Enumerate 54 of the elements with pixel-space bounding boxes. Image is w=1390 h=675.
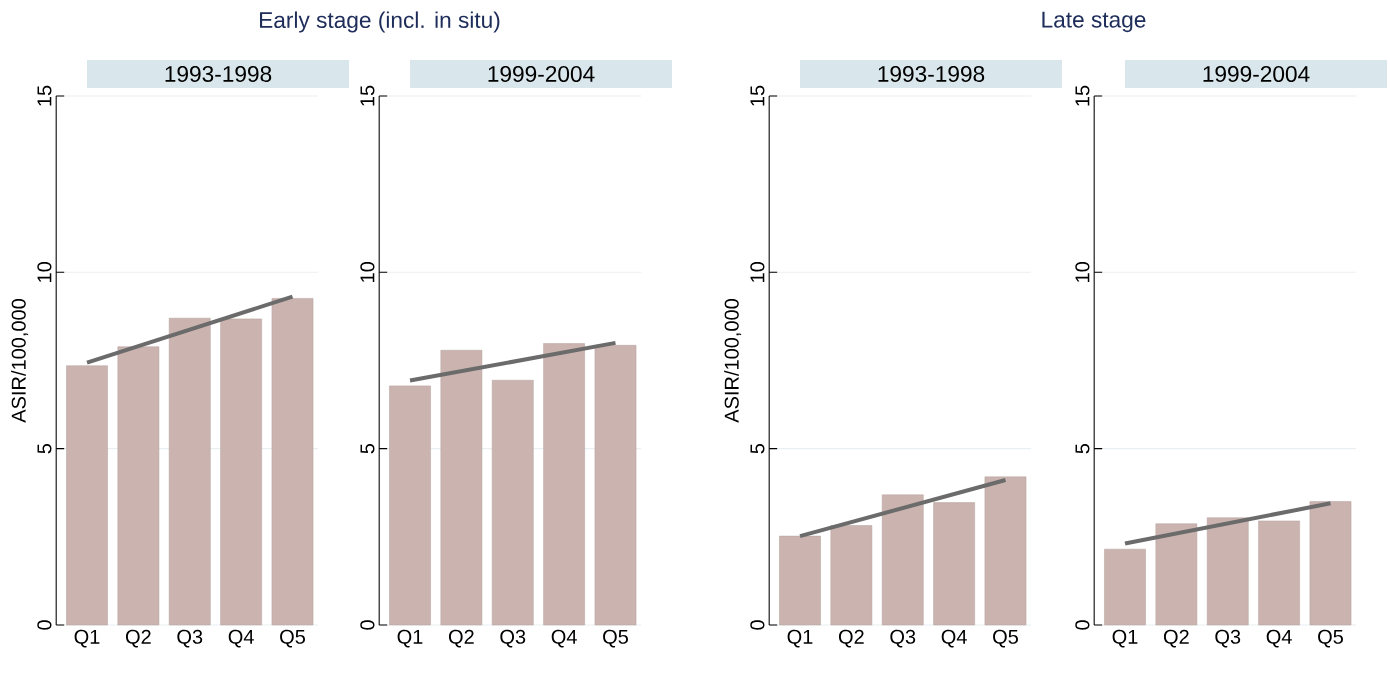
x-tick-label: Q1 <box>397 629 423 648</box>
y-tick-label: 0 <box>750 620 765 630</box>
y-tick-label: 0 <box>1075 620 1090 630</box>
x-tick-label: Q3 <box>1215 629 1241 648</box>
y-tick-label: 10 <box>1075 262 1090 282</box>
x-tick-label: Q1 <box>74 629 100 648</box>
x-tick-label: Q2 <box>838 629 864 648</box>
x-tick-label: Q4 <box>941 629 967 648</box>
x-tick-label: Q2 <box>125 629 151 648</box>
chart-subtitle: 1993-1998 <box>165 65 272 83</box>
x-tick-label: Q3 <box>177 629 203 648</box>
y-tick-label: 10 <box>750 262 765 282</box>
x-tick-label: Q5 <box>603 629 628 648</box>
bar <box>271 298 314 626</box>
y-tick-label: 15 <box>360 85 375 106</box>
x-tick-label: Q4 <box>1266 629 1292 648</box>
x-tick-label: Q4 <box>551 629 577 648</box>
bar <box>779 535 821 626</box>
chart-subtitle: 1993-1998 <box>878 65 985 83</box>
y-tick-label: 0 <box>360 620 375 630</box>
text: Early stage (incl. in situ) <box>260 11 500 33</box>
text: Late stage <box>1042 11 1146 33</box>
bar <box>830 525 873 626</box>
x-tick-label: Q5 <box>993 629 1018 648</box>
chart-subtitle: 1999-2004 <box>1203 65 1310 83</box>
chart-subtitle: 1999-2004 <box>488 65 595 83</box>
x-tick-label: Q1 <box>1112 629 1138 648</box>
y-tick-label: 5 <box>37 443 52 454</box>
y-tick-label: 5 <box>360 443 375 454</box>
y-tick-label: 15 <box>1075 85 1090 106</box>
y-tick-label: 10 <box>37 262 52 282</box>
x-tick-label: Q2 <box>448 629 474 648</box>
x-tick-label: Q4 <box>228 629 254 648</box>
bar <box>220 318 262 626</box>
bar <box>66 365 108 626</box>
y-tick-label: 15 <box>37 85 52 106</box>
y-tick-label: 10 <box>360 262 375 282</box>
y-tick-label: 5 <box>750 443 765 454</box>
y-tick-label: 0 <box>37 620 52 630</box>
y-axis-title: ASIR/100,000 <box>724 299 742 423</box>
bar <box>168 317 211 626</box>
bar <box>984 476 1027 626</box>
bar <box>881 494 924 626</box>
x-tick-label: Q3 <box>500 629 526 648</box>
x-tick-label: Q2 <box>1163 629 1189 648</box>
x-tick-label: Q5 <box>1318 629 1343 648</box>
x-tick-label: Q5 <box>280 629 305 648</box>
bar <box>117 346 160 626</box>
bar <box>933 502 975 626</box>
y-axis-title: ASIR/100,000 <box>11 299 29 423</box>
x-tick-label: Q1 <box>787 629 813 648</box>
x-tick-label: Q3 <box>890 629 916 648</box>
y-tick-label: 5 <box>1075 443 1090 454</box>
y-tick-label: 15 <box>750 85 765 106</box>
